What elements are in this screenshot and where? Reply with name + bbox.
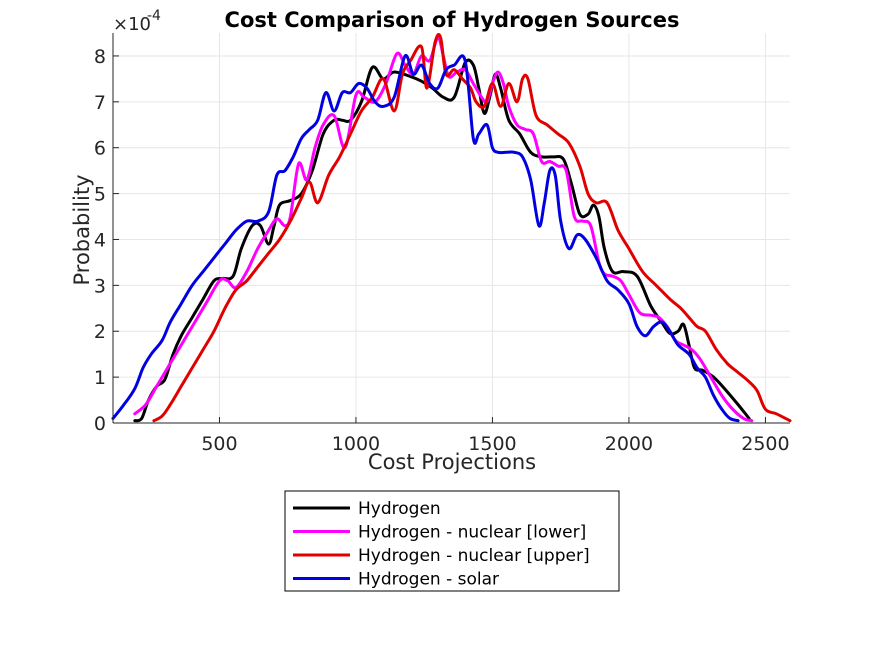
series-line-hydrogen-solar: [111, 54, 740, 423]
legend: Hydrogen Hydrogen - nuclear [lower] Hydrog…: [284, 490, 620, 592]
y-tick-label: 7: [94, 92, 106, 114]
y-tick-label: 8: [94, 46, 106, 68]
legend-label: Hydrogen - nuclear [upper]: [358, 546, 590, 566]
grid-lines: [113, 33, 790, 424]
y-tick-label: 5: [94, 184, 106, 206]
legend-label: Hydrogen - solar: [358, 570, 499, 590]
axis-ticks: 500 1000 1500 2000 2500 0 1 2 3 4 5 6 7 8: [94, 46, 790, 455]
legend-entry-hydrogen-nuclear-upper: Hydrogen - nuclear [upper]: [293, 546, 590, 566]
y-scale-exponent: ×10 -4: [113, 8, 161, 35]
chart-title: Cost Comparison of Hydrogen Sources: [225, 8, 680, 32]
legend-entry-hydrogen-nuclear-lower: Hydrogen - nuclear [lower]: [293, 523, 586, 543]
y-tick-label: 4: [94, 229, 106, 251]
x-tick-label: 2500: [741, 433, 789, 455]
y-scale-base: ×10: [113, 14, 151, 35]
x-axis-title: Cost Projections: [368, 450, 536, 474]
x-tick-label: 1500: [468, 433, 516, 455]
x-tick-label: 2000: [605, 433, 653, 455]
y-tick-label: 0: [94, 413, 106, 435]
y-tick-label: 6: [94, 138, 106, 160]
series-line-hydrogen: [133, 58, 751, 423]
y-tick-label: 2: [94, 321, 106, 343]
legend-entry-hydrogen: Hydrogen: [293, 499, 441, 519]
y-tick-label: 3: [94, 275, 106, 297]
series-line-hydrogen-nuclear-upper: [152, 32, 792, 423]
y-scale-power: -4: [147, 8, 161, 24]
legend-label: Hydrogen - nuclear [lower]: [358, 523, 586, 543]
y-axis-title: Probability: [70, 174, 94, 285]
series-lines: [111, 32, 792, 423]
x-tick-label: 500: [201, 433, 237, 455]
x-tick-label: 1000: [332, 433, 380, 455]
y-tick-label: 1: [94, 367, 106, 389]
legend-label: Hydrogen: [358, 499, 441, 519]
legend-entry-hydrogen-solar: Hydrogen - solar: [293, 570, 499, 590]
